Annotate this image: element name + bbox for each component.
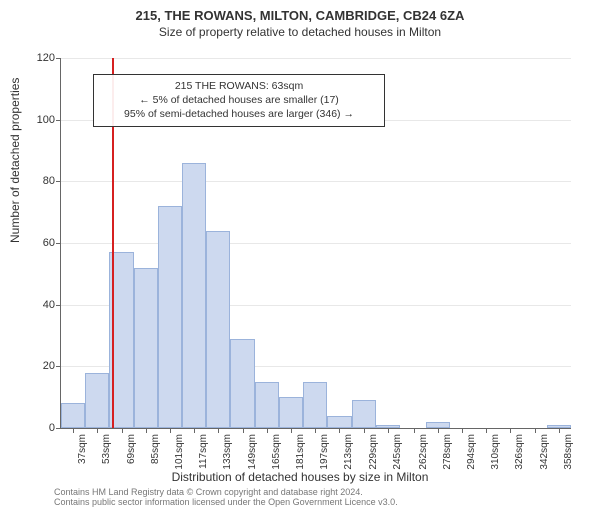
histogram-bar (182, 163, 206, 428)
xtick-mark (388, 428, 389, 433)
histogram-bar (255, 382, 279, 428)
footer-attribution: Contains HM Land Registry data © Crown c… (54, 488, 398, 508)
xtick-mark (243, 428, 244, 433)
gridline (61, 243, 571, 244)
xtick-mark (364, 428, 365, 433)
histogram-bar (61, 403, 85, 428)
annotation-box: 215 THE ROWANS: 63sqm← 5% of detached ho… (93, 74, 385, 127)
xtick-mark (438, 428, 439, 433)
histogram-bar (85, 373, 109, 429)
histogram-bar (230, 339, 254, 428)
histogram-bar (303, 382, 327, 428)
ytick-mark (56, 181, 61, 182)
xtick-mark (414, 428, 415, 433)
plot-area: 020406080100120215 THE ROWANS: 63sqm← 5%… (60, 58, 571, 429)
annotation-line-2: ← 5% of detached houses are smaller (17) (102, 93, 376, 107)
histogram-bar (352, 400, 376, 428)
ytick-mark (56, 58, 61, 59)
xtick-mark (535, 428, 536, 433)
xtick-mark (462, 428, 463, 433)
ytick-mark (56, 305, 61, 306)
histogram-bar (134, 268, 158, 428)
chart-title-main: 215, THE ROWANS, MILTON, CAMBRIDGE, CB24… (0, 8, 600, 23)
gridline (61, 58, 571, 59)
gridline (61, 181, 571, 182)
ytick-label: 120 (25, 52, 55, 64)
ytick-label: 80 (25, 175, 55, 187)
histogram-bar (327, 416, 351, 428)
ytick-mark (56, 366, 61, 367)
xtick-mark (315, 428, 316, 433)
xtick-mark (339, 428, 340, 433)
xtick-mark (486, 428, 487, 433)
xtick-mark (510, 428, 511, 433)
xtick-mark (267, 428, 268, 433)
y-axis-label: Number of detached properties (8, 78, 22, 243)
histogram-bar (279, 397, 303, 428)
xtick-mark (559, 428, 560, 433)
footer-line-2: Contains public sector information licen… (54, 498, 398, 508)
xtick-mark (218, 428, 219, 433)
x-axis-label: Distribution of detached houses by size … (0, 470, 600, 484)
annotation-line-1: 215 THE ROWANS: 63sqm (102, 79, 376, 93)
ytick-mark (56, 243, 61, 244)
histogram-bar (158, 206, 182, 428)
xtick-mark (73, 428, 74, 433)
ytick-label: 40 (25, 299, 55, 311)
xtick-mark (291, 428, 292, 433)
xtick-mark (170, 428, 171, 433)
ytick-mark (56, 120, 61, 121)
chart-title-sub: Size of property relative to detached ho… (0, 25, 600, 39)
ytick-label: 20 (25, 360, 55, 372)
histogram-bar (206, 231, 230, 428)
xtick-mark (97, 428, 98, 433)
xtick-mark (194, 428, 195, 433)
ytick-label: 100 (25, 114, 55, 126)
ytick-mark (56, 428, 61, 429)
ytick-label: 0 (25, 422, 55, 434)
xtick-mark (146, 428, 147, 433)
xtick-mark (122, 428, 123, 433)
annotation-line-3: 95% of semi-detached houses are larger (… (102, 107, 376, 121)
chart-area: 020406080100120215 THE ROWANS: 63sqm← 5%… (60, 58, 570, 428)
ytick-label: 60 (25, 237, 55, 249)
